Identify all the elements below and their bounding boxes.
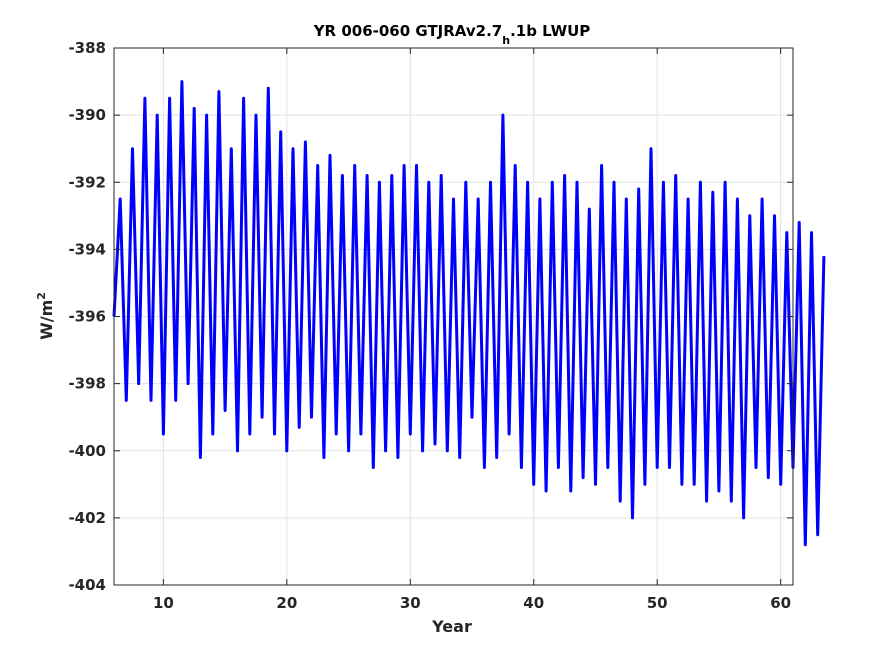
series-line-lwup — [112, 80, 826, 547]
y-tick-labels: -388 -390 -392 -394 -396 -398 -400 -402 -404 — [68, 39, 106, 594]
y-axis-label-superscript: 2 — [35, 292, 48, 300]
chart-title-subscript: h — [502, 34, 510, 47]
x-tick-label: 30 — [400, 594, 421, 612]
x-tick-labels: 10 20 30 40 50 60 — [153, 594, 791, 612]
x-tick-label: 10 — [153, 594, 174, 612]
y-tick-label: -404 — [68, 576, 106, 594]
x-tick-label: 60 — [770, 594, 791, 612]
chart-title-suffix: .1b LWUP — [510, 22, 590, 40]
y-tick-label: -388 — [68, 39, 106, 57]
x-tick-label: 20 — [276, 594, 297, 612]
chart-title: YR 006-060 GTJRAv2.7h.1b LWUP — [313, 22, 591, 47]
x-tick-label: 50 — [647, 594, 668, 612]
chart-title-main: YR 006-060 GTJRAv2.7 — [313, 22, 503, 40]
y-tick-label: -400 — [68, 442, 106, 460]
y-tick-label: -392 — [68, 173, 106, 191]
plot-area — [112, 80, 826, 547]
x-axis-label: Year — [431, 617, 472, 636]
axis-ticks — [114, 47, 793, 586]
y-tick-label: -398 — [68, 375, 106, 393]
y-axis-label-main: W/m — [37, 300, 56, 340]
y-tick-label: -396 — [68, 308, 106, 326]
x-tick-label: 40 — [523, 594, 544, 612]
y-axis-label: W/m2 — [35, 292, 56, 340]
y-tick-label: -390 — [68, 106, 106, 124]
y-tick-label: -402 — [68, 509, 106, 527]
y-tick-label: -394 — [68, 240, 106, 258]
